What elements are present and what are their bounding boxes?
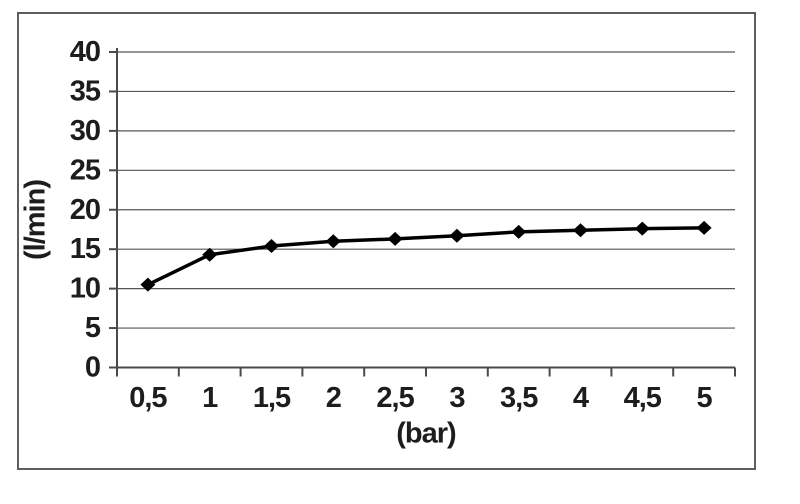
y-tick-label: 0 [85,352,100,384]
x-tick-label: 1,5 [253,382,291,414]
y-tick-label: 30 [70,115,100,147]
x-tick-label: 2 [326,382,341,414]
y-tick-label: 35 [70,75,101,107]
y-tick-label: 20 [70,194,100,226]
x-tick-label: 2,5 [376,382,414,414]
data-point-marker [573,223,588,238]
x-tick-label: 3 [449,382,465,414]
y-tick-label: 15 [70,233,101,265]
y-tick-label: 5 [85,312,101,344]
x-tick-label: 0,5 [129,382,167,414]
x-tick-label: 3,5 [500,382,538,414]
data-point-marker [140,277,156,292]
y-tick-label: 25 [70,154,101,186]
x-axis-title: (bar) [396,417,456,450]
x-tick-label: 4,5 [624,382,662,414]
data-point-marker [634,221,650,236]
data-point-marker [325,234,341,249]
data-point-marker [449,228,465,243]
data-point-marker [264,239,279,254]
x-tick-label: 5 [697,382,713,414]
y-tick-label: 40 [70,36,100,68]
data-point-marker [511,224,527,239]
x-tick-label: 1 [202,382,218,414]
y-tick-label: 10 [70,273,100,305]
data-point-marker [696,220,712,235]
data-point-marker [387,231,403,246]
series-line [147,226,705,287]
x-tick-label: 4 [573,382,589,414]
data-point-marker [202,247,218,262]
y-axis-title: (l/min) [19,180,52,260]
